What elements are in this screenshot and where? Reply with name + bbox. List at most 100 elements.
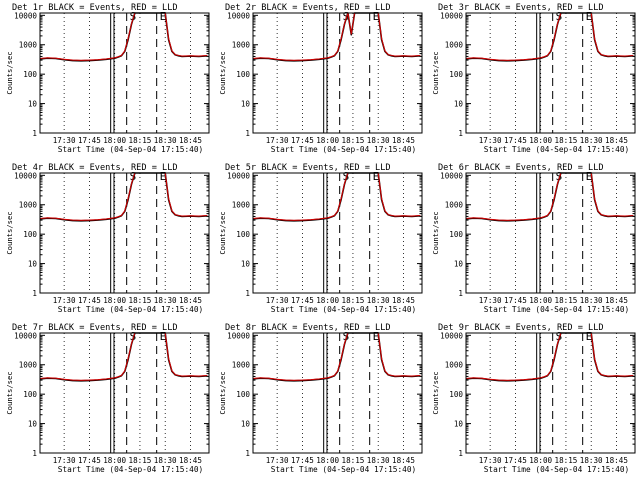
y-tick-label: 100: [23, 230, 37, 239]
y-tick-label: 1: [32, 449, 37, 458]
y-axis-label: Counts/sec: [431, 371, 440, 414]
panel-det-8: Det 8r BLACK = Events, RED = LLD Counts/s…: [218, 323, 423, 474]
plot-frame: [465, 172, 636, 294]
x-tick-label: 18:45: [605, 456, 628, 465]
lld-series-line: [252, 332, 421, 381]
plot-frame: [252, 332, 423, 454]
x-tick-label: 18:45: [179, 136, 202, 145]
y-tick-label: 10: [241, 100, 251, 109]
events-series-line: [39, 12, 208, 62]
y-axis-label: Counts/sec: [431, 211, 440, 254]
x-tick-label: 18:15: [342, 456, 365, 465]
panel-det-3: Det 3r BLACK = Events, RED = LLD Counts/s…: [431, 3, 636, 154]
panel-det-4: Det 4r BLACK = Events, RED = LLD Counts/s…: [5, 163, 210, 314]
x-axis-label: Start Time (04-Sep-04 17:15:40): [271, 305, 417, 314]
panel-det-1: Det 1r BLACK = Events, RED = LLD Counts/s…: [5, 3, 210, 154]
panel-title: Det 5r BLACK = Events, RED = LLD: [225, 163, 391, 173]
x-tick-label: 17:45: [291, 456, 314, 465]
panel-det-9: Det 9r BLACK = Events, RED = LLD Counts/s…: [431, 323, 636, 474]
y-axis-label: Counts/sec: [431, 51, 440, 94]
x-tick-label: 17:30: [479, 296, 502, 305]
panel-title: Det 9r BLACK = Events, RED = LLD: [438, 323, 604, 333]
y-tick-label: 1: [458, 449, 463, 458]
y-tick-label: 1: [32, 129, 37, 138]
panel-title: Det 4r BLACK = Events, RED = LLD: [12, 163, 178, 173]
x-axis-label: Start Time (04-Sep-04 17:15:40): [271, 145, 417, 154]
panel-det-6: Det 6r BLACK = Events, RED = LLD Counts/s…: [431, 163, 636, 314]
plot-frame: [39, 12, 210, 134]
plot-frame: [465, 12, 636, 134]
events-series-line: [252, 332, 421, 382]
x-tick-label: 17:30: [53, 296, 76, 305]
x-tick-label: 17:30: [479, 456, 502, 465]
plot-frame: [465, 332, 636, 454]
marker-e-label: E: [160, 330, 167, 343]
y-tick-label: 10: [28, 260, 38, 269]
x-tick-label: 17:30: [479, 136, 502, 145]
marker-e-label: E: [160, 170, 167, 183]
x-tick-label: 18:15: [555, 136, 578, 145]
x-tick-label: 18:45: [605, 136, 628, 145]
x-tick-label: 18:30: [367, 456, 390, 465]
x-tick-label: 18:15: [129, 296, 152, 305]
y-tick-label: 1: [458, 289, 463, 298]
lld-series-line: [252, 12, 421, 61]
y-tick-label: 10000: [440, 11, 463, 20]
x-tick-label: 18:45: [605, 296, 628, 305]
marker-s-label: S: [130, 170, 137, 183]
y-tick-label: 100: [236, 70, 250, 79]
x-tick-label: 18:30: [580, 296, 603, 305]
y-tick-label: 10000: [227, 11, 250, 20]
panel-title: Det 8r BLACK = Events, RED = LLD: [225, 323, 391, 333]
x-tick-label: 18:00: [103, 136, 126, 145]
y-tick-label: 10000: [14, 11, 37, 20]
lld-series-line: [39, 12, 208, 61]
x-tick-label: 18:30: [367, 136, 390, 145]
x-tick-label: 17:30: [53, 456, 76, 465]
lld-series-line: [39, 332, 208, 381]
y-tick-label: 10000: [14, 331, 37, 340]
y-tick-label: 100: [236, 390, 250, 399]
events-series-line: [252, 172, 421, 222]
x-tick-label: 18:30: [580, 136, 603, 145]
x-tick-label: 17:45: [78, 456, 101, 465]
y-tick-label: 10000: [227, 171, 250, 180]
y-tick-label: 100: [236, 230, 250, 239]
y-tick-label: 10: [454, 260, 464, 269]
y-tick-label: 1000: [19, 41, 38, 50]
marker-s-label: S: [130, 330, 137, 343]
x-tick-label: 17:45: [504, 136, 527, 145]
y-tick-label: 10: [241, 420, 251, 429]
y-tick-label: 100: [23, 70, 37, 79]
x-tick-label: 18:30: [154, 456, 177, 465]
x-tick-label: 18:15: [342, 296, 365, 305]
x-tick-label: 17:45: [78, 136, 101, 145]
y-axis-label: Counts/sec: [218, 371, 227, 414]
plot-frame: [252, 12, 423, 134]
panel-det-7: Det 7r BLACK = Events, RED = LLD Counts/s…: [5, 323, 210, 474]
y-tick-label: 10000: [227, 331, 250, 340]
y-tick-label: 100: [449, 390, 463, 399]
panel-title: Det 7r BLACK = Events, RED = LLD: [12, 323, 178, 333]
x-axis-label: Start Time (04-Sep-04 17:15:40): [58, 305, 204, 314]
y-tick-label: 1: [245, 449, 250, 458]
panel-title: Det 1r BLACK = Events, RED = LLD: [12, 3, 178, 13]
lld-series-line: [252, 172, 421, 221]
events-series-line: [252, 12, 421, 62]
y-tick-label: 10000: [440, 171, 463, 180]
x-axis-label: Start Time (04-Sep-04 17:15:40): [58, 145, 204, 154]
y-axis-label: Counts/sec: [5, 51, 14, 94]
marker-s-label: S: [343, 330, 350, 343]
x-tick-label: 18:30: [154, 296, 177, 305]
y-tick-label: 100: [449, 70, 463, 79]
x-tick-label: 18:00: [529, 296, 552, 305]
x-axis-label: Start Time (04-Sep-04 17:15:40): [484, 145, 630, 154]
x-tick-label: 18:15: [129, 136, 152, 145]
marker-e-label: E: [586, 170, 593, 183]
y-tick-label: 10000: [440, 331, 463, 340]
x-tick-label: 18:45: [392, 456, 415, 465]
marker-s-label: S: [130, 10, 137, 23]
x-tick-label: 18:15: [342, 136, 365, 145]
x-tick-label: 17:30: [266, 456, 289, 465]
